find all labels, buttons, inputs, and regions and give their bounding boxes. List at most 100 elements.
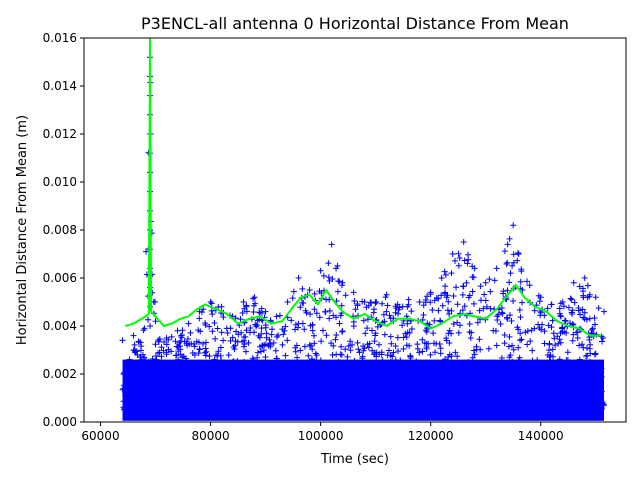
scatter-point (351, 297, 358, 304)
scatter-point (545, 347, 552, 354)
scatter-point (399, 400, 406, 407)
scatter-point (402, 330, 409, 337)
scatter-point (119, 337, 126, 344)
scatter-point (392, 406, 399, 413)
scatter-point (333, 405, 340, 412)
scatter-point (359, 355, 366, 362)
scatter-point (589, 380, 596, 387)
scatter-point (386, 363, 393, 370)
scatter-point (256, 334, 263, 341)
scatter-point (339, 279, 346, 286)
scatter-point (203, 348, 210, 355)
scatter-point (256, 343, 263, 350)
scatter-point (130, 397, 137, 404)
scatter-point (531, 325, 538, 332)
scatter-point (384, 302, 391, 309)
scatter-point (228, 405, 235, 412)
scatter-point (288, 317, 295, 324)
scatter-point (460, 283, 467, 290)
scatter-point (413, 393, 420, 400)
scatter-point (208, 362, 215, 369)
scatter-point (287, 375, 294, 382)
scatter-point (599, 338, 606, 345)
scatter-point (556, 305, 563, 312)
scatter-point (387, 315, 394, 322)
scatter-point (164, 387, 171, 394)
scatter-point (528, 385, 535, 392)
scatter-point (207, 299, 214, 305)
scatter-point (329, 394, 336, 401)
scatter-point (506, 372, 513, 379)
scatter-point (461, 257, 468, 264)
scatter-point (188, 391, 195, 398)
scatter-point (339, 328, 346, 335)
scatter-point (198, 362, 205, 369)
scatter-point (336, 391, 343, 398)
scatter-point (482, 394, 489, 401)
scatter-point (565, 382, 572, 389)
scatter-point (409, 386, 416, 393)
scatter-point (569, 337, 576, 344)
scatter-point (177, 351, 184, 358)
scatter-point (374, 363, 381, 370)
scatter-point (119, 386, 126, 393)
scatter-point (485, 381, 492, 388)
scatter-point (186, 341, 193, 348)
scatter-point (526, 282, 533, 289)
scatter-point (493, 342, 500, 349)
scatter-point (201, 394, 208, 401)
scatter-point (183, 406, 190, 413)
scatter-point (492, 399, 499, 406)
scatter-point (580, 344, 587, 351)
scatter-point (175, 356, 182, 363)
y-axis-label: Horizontal Distance From Mean (m) (15, 115, 30, 345)
scatter-point (324, 378, 331, 385)
scatter-point (366, 340, 373, 347)
scatter-point (537, 294, 544, 301)
scatter-point (523, 389, 530, 396)
scatter-point (200, 306, 207, 313)
scatter-point (241, 371, 248, 378)
scatter-point (208, 307, 215, 314)
scatter-point (459, 385, 466, 392)
scatter-point (307, 342, 314, 349)
scatter-point (542, 388, 549, 395)
scatter-point (519, 394, 526, 401)
scatter-point (152, 341, 159, 348)
scatter-point (524, 341, 531, 348)
scatter-point (437, 393, 444, 400)
scatter-point (278, 402, 285, 409)
scatter-point (355, 387, 362, 394)
scatter-point (367, 396, 374, 403)
scatter-point (142, 382, 149, 389)
scatter-point (485, 345, 492, 352)
scatter-point (438, 275, 445, 281)
scatter-point (522, 329, 529, 336)
scatter-point (217, 344, 224, 351)
scatter-point (158, 353, 165, 360)
scatter-point (254, 394, 261, 401)
scatter-point (434, 363, 441, 370)
mean-line (125, 38, 602, 337)
scatter-point (160, 347, 167, 354)
scatter-point (549, 317, 556, 324)
scatter-point (168, 402, 175, 409)
scatter-point (414, 341, 421, 348)
scatter-point (223, 393, 230, 400)
scatter-point (393, 381, 400, 388)
scatter-point (549, 389, 556, 396)
scatter-point (301, 326, 308, 333)
scatter-point (312, 350, 319, 357)
scatter-point (488, 406, 495, 413)
scatter-point (367, 401, 374, 408)
scatter-point (564, 375, 571, 382)
scatter-point (504, 259, 511, 266)
scatter-point (305, 352, 312, 359)
scatter-point (437, 402, 444, 409)
scatter-point (467, 334, 474, 341)
scatter-point (168, 333, 175, 340)
scatter-point (137, 398, 144, 405)
scatter-point (547, 378, 554, 385)
scatter-point (225, 352, 232, 359)
scatter-point (373, 349, 380, 356)
